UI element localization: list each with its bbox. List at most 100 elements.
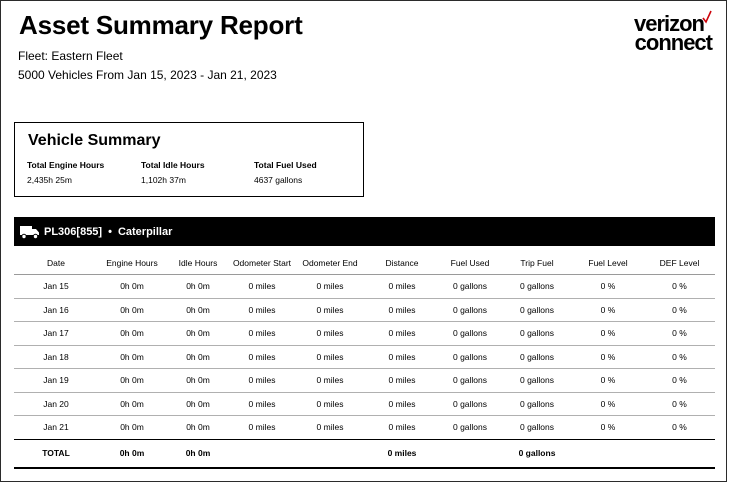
table-body: Jan 15 0h 0m 0h 0m 0 miles 0 miles 0 miles 0 g…: [14, 274, 715, 469]
table-cell: 0 miles: [294, 298, 366, 322]
table-cell: 0 gallons: [502, 345, 572, 369]
table-cell: 0h 0m: [98, 368, 166, 393]
table-cell: 0 miles: [294, 274, 366, 299]
total-cell: 0h 0m: [166, 439, 230, 469]
table-cell: 0 miles: [294, 415, 366, 440]
table-cell: 0 miles: [230, 392, 294, 416]
table-cell: 0 miles: [294, 321, 366, 346]
table-row: Jan 17 0h 0m 0h 0m 0 miles 0 miles 0 miles 0 g…: [14, 321, 715, 346]
vehicle-header-bar: PL306[855] • Caterpillar: [14, 217, 715, 246]
table-cell: 0 %: [644, 274, 715, 299]
table-cell: 0 miles: [294, 392, 366, 416]
vehicle-make: Caterpillar: [117, 225, 173, 238]
table-cell: 0h 0m: [98, 415, 166, 440]
col-trip-fuel: Trip Fuel: [502, 252, 572, 275]
total-cell: [438, 439, 502, 469]
total-cell: [230, 439, 294, 469]
table-cell: 0 miles: [230, 321, 294, 346]
table-cell: 0 miles: [366, 392, 438, 416]
col-engine-hours: Engine Hours: [98, 252, 166, 275]
table-cell: 0 miles: [366, 368, 438, 393]
vehicle-id: PL306[855]: [44, 225, 103, 238]
table-cell: 0 %: [572, 274, 644, 299]
table-cell: 0 gallons: [502, 415, 572, 440]
table-cell: Jan 20: [14, 392, 98, 416]
table-cell: 0h 0m: [166, 368, 230, 393]
table-cell: 0 %: [644, 321, 715, 346]
table-cell: 0 %: [572, 415, 644, 440]
table-cell: 0 %: [572, 321, 644, 346]
table-cell: Jan 17: [14, 321, 98, 346]
table-cell: 0 gallons: [502, 274, 572, 299]
col-idle-hours: Idle Hours: [166, 252, 230, 275]
table-cell: 0 miles: [230, 274, 294, 299]
total-cell: 0h 0m: [98, 439, 166, 469]
table-cell: 0 %: [572, 368, 644, 393]
table-cell: 0h 0m: [166, 415, 230, 440]
table-cell: 0 %: [644, 415, 715, 440]
col-odometer-start: Odometer Start: [230, 252, 294, 275]
table-cell: 0 gallons: [502, 368, 572, 393]
table-header-row: Date Engine Hours Idle Hours Odometer St…: [14, 252, 715, 275]
daily-asset-table: Date Engine Hours Idle Hours Odometer St…: [14, 252, 715, 469]
table-cell: 0 %: [572, 345, 644, 369]
stat-value: 4637 gallons: [254, 175, 303, 185]
table-cell: 0 gallons: [438, 415, 502, 440]
table-cell: 0h 0m: [98, 274, 166, 299]
truck-icon: [20, 225, 39, 239]
table-cell: Jan 16: [14, 298, 98, 322]
total-row: TOTAL 0h 0m 0h 0m 0 miles 0 gallons: [14, 439, 715, 469]
table-cell: 0 gallons: [438, 298, 502, 322]
table-cell: Jan 15: [14, 274, 98, 299]
col-fuel-level: Fuel Level: [572, 252, 644, 275]
table-cell: 0h 0m: [98, 392, 166, 416]
col-date: Date: [14, 252, 98, 275]
table-row: Jan 19 0h 0m 0h 0m 0 miles 0 miles 0 miles 0 g…: [14, 368, 715, 393]
table-cell: 0 gallons: [438, 392, 502, 416]
total-cell: [294, 439, 366, 469]
table-cell: 0 miles: [366, 345, 438, 369]
table-cell: 0 miles: [366, 321, 438, 346]
total-engine-hours: Total Engine Hours 2,435h 25m: [27, 160, 104, 185]
table-cell: 0 %: [644, 298, 715, 322]
col-distance: Distance: [366, 252, 438, 275]
stat-value: 2,435h 25m: [27, 175, 72, 185]
verizon-connect-logo: verizon connect: [612, 10, 713, 55]
table-cell: 0h 0m: [166, 321, 230, 346]
separator-dot: •: [108, 225, 112, 238]
table-cell: 0 miles: [294, 345, 366, 369]
stat-label: Total Engine Hours: [27, 160, 105, 170]
table-cell: 0 %: [644, 392, 715, 416]
table-cell: Jan 21: [14, 415, 98, 440]
table-cell: 0 %: [644, 345, 715, 369]
total-cell: 0 miles: [366, 439, 438, 469]
table-cell: 0h 0m: [166, 392, 230, 416]
table-cell: 0 miles: [366, 298, 438, 322]
total-cell: 0 gallons: [502, 439, 572, 469]
table-cell: 0 miles: [294, 368, 366, 393]
date-range-label: 5000 Vehicles From Jan 15, 2023 - Jan 21…: [18, 68, 277, 82]
table-cell: 0 gallons: [438, 368, 502, 393]
table-row: Jan 18 0h 0m 0h 0m 0 miles 0 miles 0 miles 0 g…: [14, 345, 715, 369]
stat-label: Total Idle Hours: [141, 160, 205, 170]
table-row: Jan 16 0h 0m 0h 0m 0 miles 0 miles 0 miles 0 g…: [14, 298, 715, 322]
total-idle-hours: Total Idle Hours 1,102h 37m: [141, 160, 205, 185]
table-cell: 0h 0m: [98, 321, 166, 346]
vehicle-summary-box: Vehicle Summary Total Engine Hours 2,435…: [14, 122, 364, 197]
table-cell: 0 gallons: [438, 345, 502, 369]
table-row: Jan 15 0h 0m 0h 0m 0 miles 0 miles 0 miles 0 g…: [14, 274, 715, 299]
table-row: Jan 20 0h 0m 0h 0m 0 miles 0 miles 0 miles 0 g…: [14, 392, 715, 416]
table-cell: 0 miles: [230, 415, 294, 440]
table-cell: 0 %: [572, 298, 644, 322]
col-def-level: DEF Level: [644, 252, 715, 275]
logo-line2: connect: [634, 30, 713, 55]
total-cell: [644, 439, 715, 469]
table-cell: 0h 0m: [166, 274, 230, 299]
table-cell: 0 gallons: [438, 274, 502, 299]
table-cell: 0 gallons: [502, 298, 572, 322]
table-cell: 0 gallons: [502, 392, 572, 416]
col-fuel-used: Fuel Used: [438, 252, 502, 275]
table-cell: 0 %: [644, 368, 715, 393]
table-cell: Jan 18: [14, 345, 98, 369]
